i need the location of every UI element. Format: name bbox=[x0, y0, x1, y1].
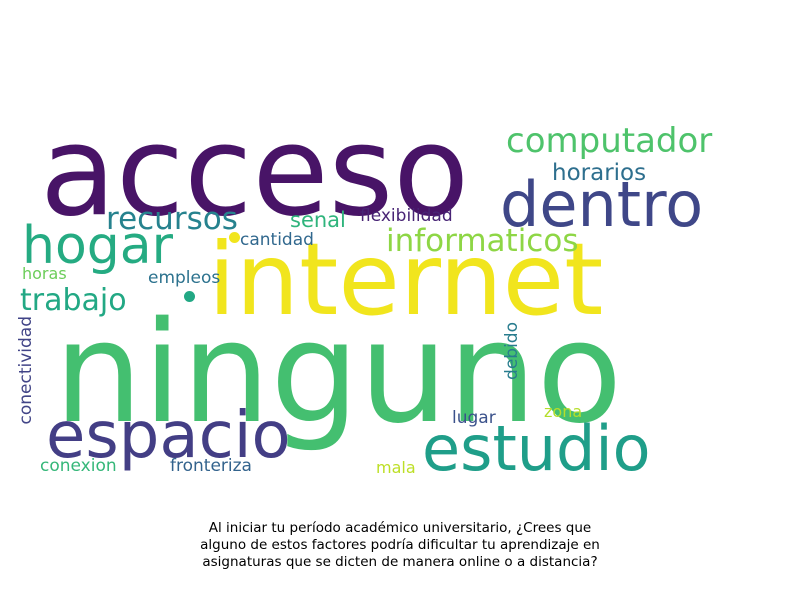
word-informaticos: informaticos bbox=[386, 223, 579, 259]
word-computador: computador bbox=[506, 121, 713, 161]
word-flexibilidad: flexibilidad bbox=[360, 206, 453, 226]
word-conexion: conexion bbox=[40, 456, 117, 476]
word-horarios: horarios bbox=[552, 160, 647, 186]
word-fronteriza: fronteriza bbox=[170, 456, 252, 476]
word-horas: horas bbox=[22, 264, 67, 283]
word-recursos: recursos bbox=[106, 201, 238, 237]
word-estudio: estudio bbox=[422, 412, 651, 485]
dot-mark bbox=[229, 232, 240, 243]
word-internet: internet bbox=[208, 221, 604, 338]
word-senal: senal bbox=[290, 208, 346, 232]
word-mala: mala bbox=[376, 458, 416, 477]
caption-line-3: asignaturas que se dicten de manera onli… bbox=[202, 554, 598, 570]
word-hogar: hogar bbox=[22, 216, 174, 276]
word-lugar: lugar bbox=[452, 408, 496, 428]
word-acceso: acceso bbox=[40, 100, 470, 244]
word-cantidad: cantidad bbox=[240, 230, 314, 250]
word-zona: zona bbox=[544, 402, 583, 421]
question-caption: Al iniciar tu período académico universi… bbox=[100, 520, 700, 571]
dot-mark bbox=[184, 291, 195, 302]
word-debido: debido bbox=[502, 322, 522, 380]
word-cloud: ninguno acceso internet dentro estudio e… bbox=[16, 100, 713, 485]
word-espacio: espacio bbox=[46, 399, 291, 473]
word-trabajo: trabajo bbox=[20, 283, 127, 318]
word-ninguno: ninguno bbox=[54, 292, 623, 455]
word-empleos: empleos bbox=[148, 268, 221, 288]
caption-line-2: alguno de estos factores podría dificult… bbox=[200, 537, 600, 553]
word-conectividad: conectividad bbox=[16, 316, 36, 425]
caption-line-1: Al iniciar tu período académico universi… bbox=[208, 520, 592, 536]
word-dentro: dentro bbox=[500, 168, 704, 241]
